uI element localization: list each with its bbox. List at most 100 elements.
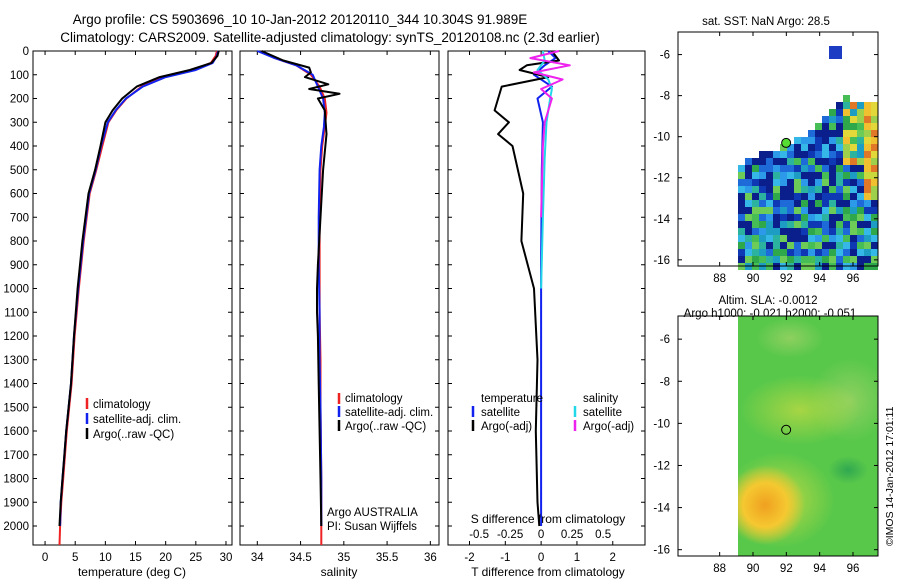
- sst-cell: [738, 235, 745, 242]
- sst-cell: [836, 235, 843, 242]
- sst-cell: [843, 137, 850, 144]
- map-x-tick-label: 92: [780, 563, 793, 575]
- sst-cell: [752, 172, 759, 179]
- sst-cell: [773, 172, 780, 179]
- sst-cell: [787, 158, 794, 165]
- difference-xlabel: T difference from climatology: [471, 565, 625, 579]
- sst-cell: [822, 207, 829, 214]
- sst-cell: [808, 200, 815, 207]
- sst-cell: [815, 200, 822, 207]
- y-tick-label: 600: [10, 189, 29, 201]
- sst-cell: [864, 221, 871, 228]
- sst-cell: [822, 151, 829, 158]
- x-tick-label: 0: [538, 552, 544, 564]
- sst-cell: [738, 242, 745, 249]
- sst-cell: [843, 249, 850, 256]
- sst-cell: [808, 186, 815, 193]
- map-x-tick-label: 96: [847, 273, 860, 285]
- sst-cell: [794, 200, 801, 207]
- map-x-tick-label: 90: [747, 563, 760, 575]
- sst-cell: [857, 256, 864, 263]
- sst-cell: [864, 179, 871, 186]
- sst-cell: [745, 200, 752, 207]
- sst-cell: [766, 214, 773, 221]
- sst-cell: [850, 109, 857, 116]
- y-tick-label: 2000: [3, 521, 29, 533]
- sst-cell: [738, 165, 745, 172]
- sst-cell: [808, 214, 815, 221]
- sst-cell: [801, 256, 808, 263]
- sst-cell: [738, 228, 745, 235]
- sst-cell: [829, 228, 836, 235]
- sst-cell: [794, 158, 801, 165]
- y-tick-label: 1400: [3, 379, 29, 391]
- sst-cell: [871, 137, 878, 144]
- sst-cell: [787, 165, 794, 172]
- sst-cell: [822, 137, 829, 144]
- legend-label-temp-argo: Argo(-adj): [481, 421, 532, 433]
- sst-cell: [780, 207, 787, 214]
- sst-cell: [808, 158, 815, 165]
- sst-cell: [822, 214, 829, 221]
- sst-cell: [829, 186, 836, 193]
- salinity-axes-frame: [239, 50, 440, 546]
- sst-cell: [815, 221, 822, 228]
- sst-cell: [745, 249, 752, 256]
- sst-cell: [836, 214, 843, 221]
- sst-cell: [766, 235, 773, 242]
- sst-cell: [787, 193, 794, 200]
- s-tick-label: 0: [538, 529, 544, 541]
- sst-cell: [801, 200, 808, 207]
- sst-cell: [836, 172, 843, 179]
- sst-cell: [794, 179, 801, 186]
- sst-cell: [752, 242, 759, 249]
- sst-cell: [829, 256, 836, 263]
- map-x-tick-label: 88: [713, 273, 726, 285]
- sst-cell: [787, 186, 794, 193]
- sst-cell: [745, 256, 752, 263]
- sst-cell: [857, 221, 864, 228]
- sst-cell: [780, 186, 787, 193]
- sst-cell: [815, 186, 822, 193]
- sst-cell: [843, 214, 850, 221]
- sst-cell: [780, 256, 787, 263]
- sst-cell: [850, 179, 857, 186]
- map-y-tick-label: -6: [660, 334, 670, 346]
- sst-cell: [836, 221, 843, 228]
- sst-cell: [829, 109, 836, 116]
- sst-cell: [808, 256, 815, 263]
- sst-cell: [864, 102, 871, 109]
- sst-cell: [801, 193, 808, 200]
- sst-cell: [843, 172, 850, 179]
- sst-cell: [815, 193, 822, 200]
- sst-cell: [759, 242, 766, 249]
- sst-cell: [829, 158, 836, 165]
- series-line-temperature-argo-adj: [493, 50, 560, 527]
- map-y-tick-label: -14: [653, 503, 670, 515]
- sst-cell: [864, 137, 871, 144]
- sst-cell: [801, 179, 808, 186]
- x-tick-label: -2: [464, 552, 474, 564]
- map-x-tick-label: 96: [847, 563, 860, 575]
- sst-cell: [829, 123, 836, 130]
- sst-cell: [759, 214, 766, 221]
- sst-cell: [787, 242, 794, 249]
- sst-cell: [808, 137, 815, 144]
- sst-cell: [787, 151, 794, 158]
- y-tick-label: 1600: [3, 426, 29, 438]
- sst-cell: [738, 256, 745, 263]
- x-tick-label: 35: [337, 552, 350, 564]
- legend-title-salinity: salinity: [583, 393, 618, 405]
- sst-cell: [864, 151, 871, 158]
- sst-cell: [780, 200, 787, 207]
- sst-cell: [801, 151, 808, 158]
- sst-cell: [850, 207, 857, 214]
- sst-cell: [871, 214, 878, 221]
- legend-label-argo: Argo(..raw -QC): [345, 421, 426, 433]
- sst-cell: [808, 165, 815, 172]
- sst-cell: [843, 228, 850, 235]
- sst-cell: [843, 186, 850, 193]
- sst-cell: [871, 144, 878, 151]
- sst-cell: [829, 249, 836, 256]
- sst-cell: [780, 193, 787, 200]
